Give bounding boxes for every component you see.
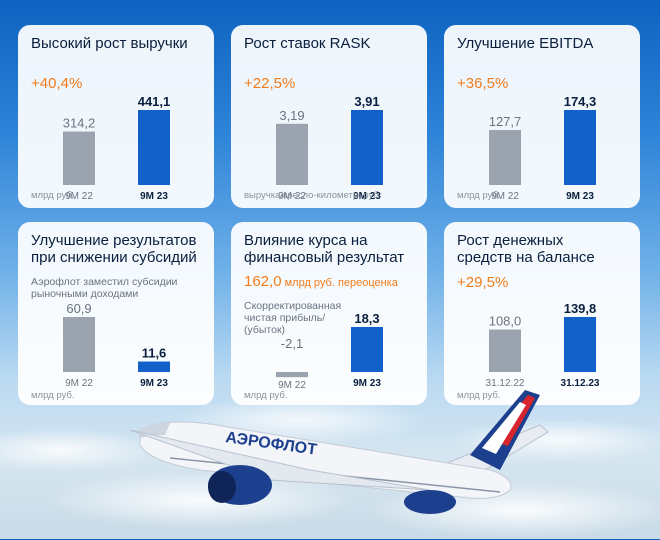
category-label: 9М 22 <box>65 191 93 202</box>
data-label: 11,6 <box>142 346 167 361</box>
tail-stripe-white <box>482 402 526 454</box>
bar-current <box>351 327 383 372</box>
data-label: 314,2 <box>63 116 96 131</box>
data-label: 127,7 <box>489 114 522 129</box>
bar-previous <box>276 372 308 378</box>
bar-chart: 60,9 9М 22 11,6 9М 23 <box>63 301 170 389</box>
data-label: -2,1 <box>281 336 303 351</box>
unit-label: млрд руб. <box>457 190 501 201</box>
data-label: 3,19 <box>279 108 304 123</box>
card-rask: Рост ставок RASK +22,5% 3,19 9М 22 3,91 9М … <box>231 25 427 208</box>
unit-label: млрд руб. <box>244 390 288 401</box>
category-label: 9М 23 <box>566 191 594 202</box>
category-label: 31.12.22 <box>486 378 525 389</box>
growth-value: +22,5% <box>244 75 296 92</box>
data-label: 60,9 <box>66 301 91 316</box>
card-cash: Рост денежных средств на балансе +29,5% … <box>444 222 640 405</box>
card-title: Улучшение результатов при снижении субси… <box>31 232 197 266</box>
unit-label: млрд руб. <box>31 190 75 201</box>
category-label: 9М 23 <box>140 378 168 389</box>
category-label: 9М 22 <box>491 191 519 202</box>
card-fx-effect: Влияние курса на финансовый результат 16… <box>231 222 427 405</box>
card-title: Улучшение EBITDA <box>457 35 594 52</box>
card-note: Скорректированная чистая прибыль/ (убыто… <box>244 300 342 336</box>
bar-current <box>351 110 383 185</box>
bar-chart: 127,7 9М 22 174,3 9М 23 <box>489 94 597 202</box>
card-title: Влияние курса на финансовый результат <box>244 232 405 266</box>
growth-value: 162,0 млрд руб. переоценка <box>244 273 398 290</box>
growth-value: +40,4% <box>31 75 83 92</box>
card-title: Рост ставок RASK <box>244 35 371 52</box>
aeroflot-airplane: АЭРОФЛОТ <box>130 390 549 514</box>
bar-current <box>138 361 170 372</box>
growth-note: млрд руб. переоценка <box>281 277 398 289</box>
category-label: 9М 23 <box>353 191 381 202</box>
card-subsidies: Улучшение результатов при снижении субси… <box>18 222 214 405</box>
card-note: Аэрофлот заместил субсидии рыночными дох… <box>31 276 178 300</box>
bar-chart: 108,0 31.12.22 139,8 31.12.23 <box>486 301 600 389</box>
category-label: 9М 22 <box>278 380 306 391</box>
category-label: 31.12.23 <box>561 378 600 389</box>
data-label: 441,1 <box>138 94 171 109</box>
bar-current <box>564 317 596 372</box>
bar-previous <box>63 317 95 372</box>
bar-previous <box>276 123 308 185</box>
unit-label: выручка/кресло-километр, руб. <box>244 190 382 201</box>
data-label: 18,3 <box>354 311 379 326</box>
bar-current <box>564 110 596 185</box>
growth-value: +36,5% <box>457 75 509 92</box>
fuselage <box>139 421 512 499</box>
category-label: 9М 22 <box>65 378 93 389</box>
category-label: 9М 23 <box>353 378 381 389</box>
category-label: 9М 23 <box>140 191 168 202</box>
card-title: Высокий рост выручки <box>31 35 188 52</box>
bar-chart: 314,2 9М 22 441,1 9М 23 <box>63 94 171 202</box>
data-label: 3,91 <box>354 94 379 109</box>
card-title: Рост денежных средств на балансе <box>457 232 595 266</box>
bar-previous <box>63 131 95 185</box>
unit-label: млрд руб. <box>457 390 501 401</box>
bar-previous <box>489 329 521 372</box>
growth-number: 162,0 <box>244 273 282 290</box>
category-label: 9М 22 <box>278 191 306 202</box>
unit-label: млрд руб. <box>31 390 75 401</box>
data-label: 139,8 <box>564 301 597 316</box>
bar-chart: -2,1 9М 22 18,3 9М 23 <box>276 311 383 391</box>
bar-chart: 3,19 9М 22 3,91 9М 23 <box>276 94 383 202</box>
data-label: 108,0 <box>489 314 522 329</box>
card-ebitda: Улучшение EBITDA +36,5% 127,7 9М 22 174,3 9… <box>444 25 640 208</box>
left-engine <box>404 490 456 514</box>
engine-intake <box>208 471 236 503</box>
bar-current <box>138 110 170 185</box>
growth-value: +29,5% <box>457 274 509 291</box>
data-label: 174,3 <box>564 94 597 109</box>
bar-previous <box>489 130 521 185</box>
card-revenue: Высокий рост выручки +40,4% 314,2 9М 22 44… <box>18 25 214 208</box>
